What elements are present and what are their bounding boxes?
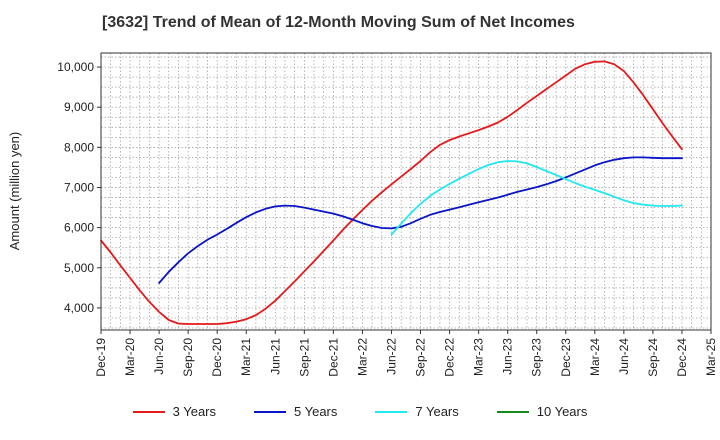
legend-swatch — [254, 410, 286, 413]
x-tick-label: Jun-20 — [152, 338, 166, 375]
x-tick-label: Jun-21 — [268, 338, 282, 375]
legend: 3 Years 5 Years 7 Years 10 Years — [0, 404, 720, 419]
x-tick-label: Mar-25 — [704, 338, 718, 376]
x-tick-label: Dec-24 — [675, 338, 689, 377]
y-tick-label: 5,000 — [64, 261, 94, 275]
legend-swatch — [375, 410, 408, 413]
legend-item: 5 Years — [254, 404, 337, 419]
x-tick-label: Sep-24 — [646, 338, 660, 377]
y-tick-label: 4,000 — [64, 301, 94, 315]
series-layer — [100, 60, 683, 325]
x-tick-label: Dec-23 — [559, 338, 573, 377]
x-tick-label: Sep-22 — [414, 338, 428, 377]
series-line-5-years — [158, 156, 683, 284]
y-tick-label: 8,000 — [64, 140, 94, 154]
legend-label: 5 Years — [294, 404, 338, 419]
y-tick-labels: 4,000 5,000 6,000 7,000 8,000 9,000 10,000 — [57, 60, 101, 315]
plot-border — [100, 52, 712, 331]
x-tick-label: Jun-24 — [617, 338, 631, 375]
x-tick-label: Dec-22 — [443, 338, 457, 377]
legend-swatch — [496, 410, 529, 413]
legend-label: 3 Years — [172, 404, 216, 419]
x-tick-label: Jun-23 — [501, 338, 515, 375]
legend-swatch — [132, 410, 165, 413]
x-tick-label: Jun-22 — [384, 338, 398, 375]
x-tick-label: Mar-23 — [472, 338, 486, 376]
x-tick-label: Mar-20 — [123, 338, 137, 376]
x-tick-label: Sep-23 — [530, 338, 544, 377]
x-tick-label: Sep-20 — [181, 338, 195, 377]
x-tick-labels: Dec-19 Mar-20 Jun-20 Sep-20 Dec-20 Mar-21 Jun-… — [94, 330, 718, 377]
legend-label: 7 Years — [415, 404, 459, 419]
y-tick-label: 10,000 — [57, 60, 94, 74]
x-tick-label: Dec-20 — [210, 338, 224, 377]
x-tick-label: Dec-19 — [94, 338, 108, 377]
y-tick-label: 9,000 — [64, 100, 94, 114]
chart-title: [3632] Trend of Mean of 12-Month Moving … — [102, 14, 575, 31]
y-axis-title: Amount (million yen) — [7, 132, 22, 251]
series-line-7-years — [390, 160, 683, 236]
legend-label: 10 Years — [536, 404, 588, 419]
x-tick-label: Sep-21 — [297, 338, 311, 377]
y-tick-label: 6,000 — [64, 221, 94, 235]
legend-item: 10 Years — [496, 404, 588, 419]
series-line-3-years — [100, 60, 683, 325]
legend-item: 3 Years — [132, 404, 216, 419]
legend-item: 7 Years — [375, 404, 459, 419]
grid-layer — [101, 53, 711, 330]
x-tick-label: Mar-21 — [239, 338, 253, 376]
y-tick-label: 7,000 — [64, 180, 94, 194]
x-tick-label: Mar-24 — [588, 338, 602, 376]
plot-area — [101, 53, 711, 330]
x-tick-label: Mar-22 — [355, 338, 369, 376]
x-tick-label: Dec-21 — [326, 338, 340, 377]
